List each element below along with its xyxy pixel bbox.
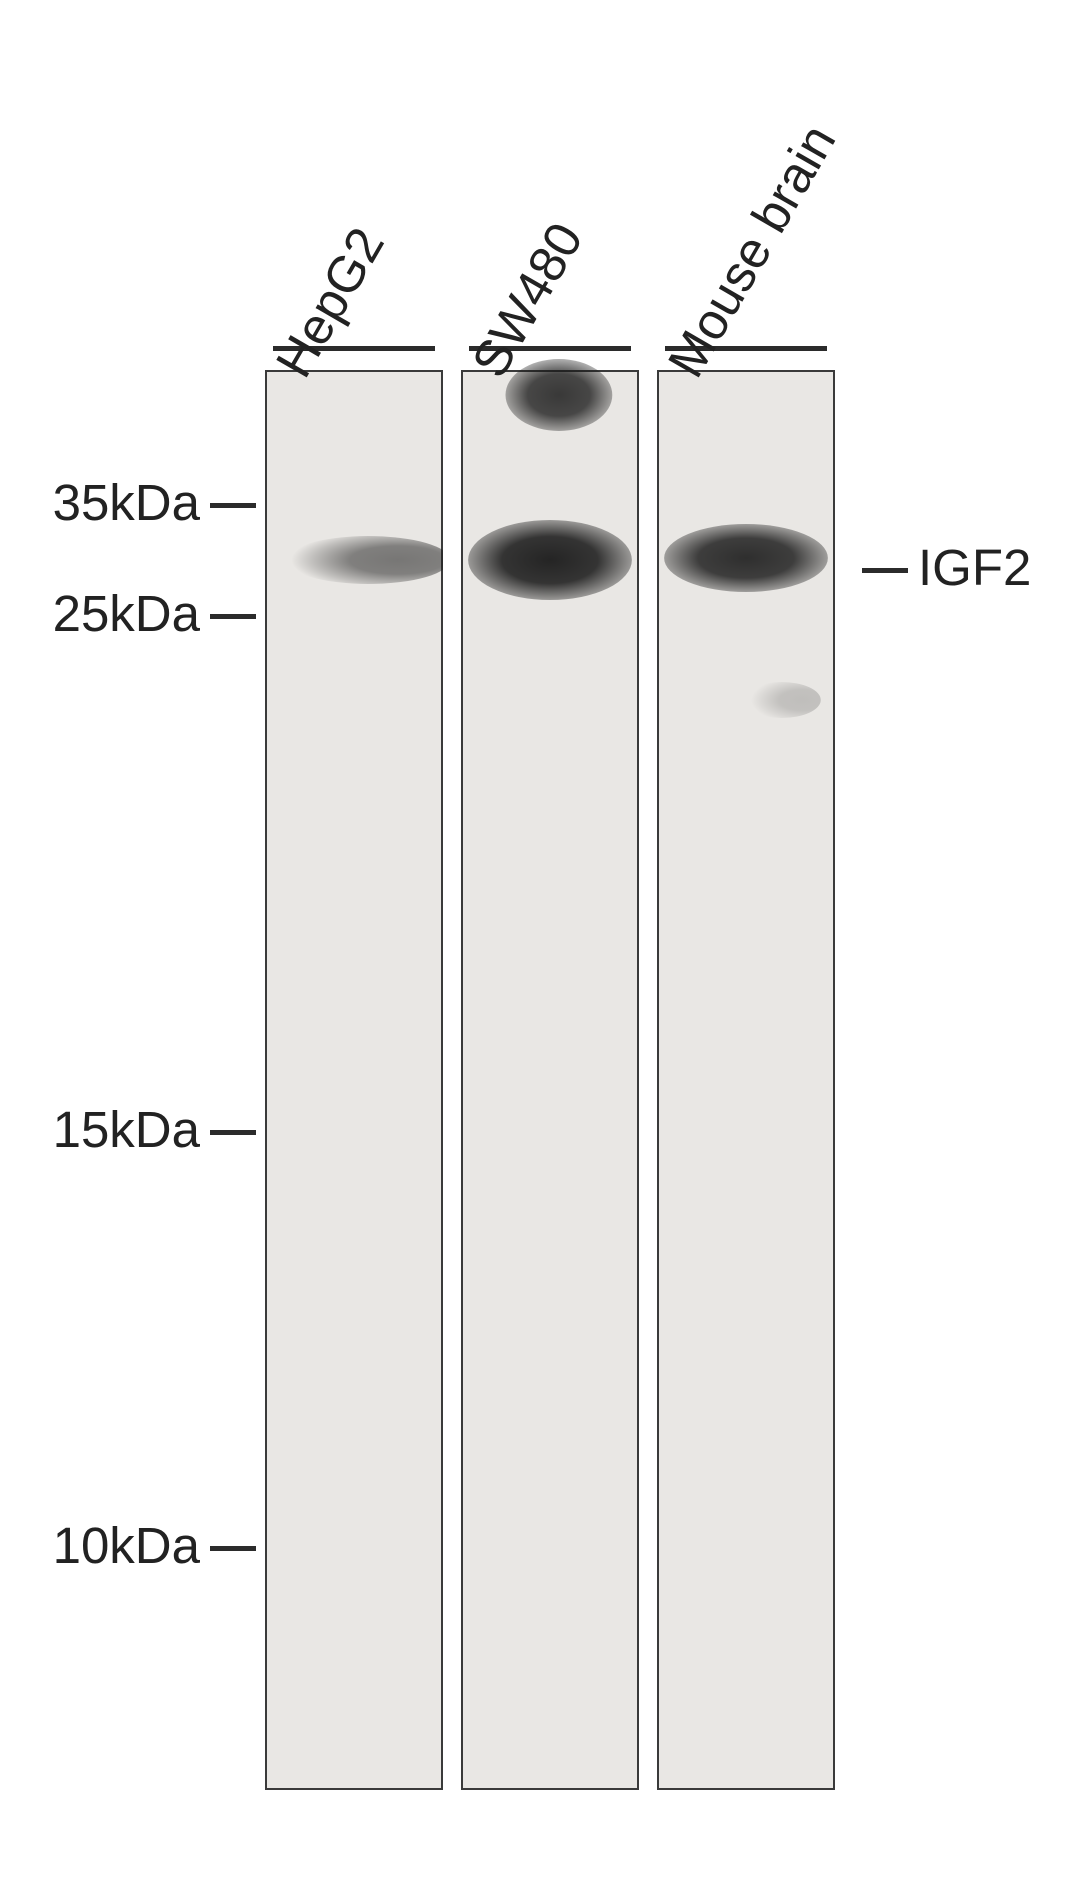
mw-marker-tick [210,503,256,508]
western-blot-figure: HepG2SW480Mouse brain35kDa25kDa15kDa10kD… [0,0,1080,1899]
mw-marker-tick [210,1546,256,1551]
mw-marker-tick [210,1130,256,1135]
blot-band [265,536,443,584]
lane-label: HepG2 [264,218,396,387]
blot-band [657,682,835,718]
blot-band [657,524,835,592]
mw-marker-label: 15kDa [53,1100,200,1159]
target-label: IGF2 [918,538,1031,597]
target-tick [862,568,908,573]
blot-band [461,359,639,431]
mw-marker-label: 10kDa [53,1516,200,1575]
mw-marker-label: 35kDa [53,473,200,532]
mw-marker-label: 25kDa [53,584,200,643]
mw-marker-tick [210,614,256,619]
blot-band [461,520,639,600]
